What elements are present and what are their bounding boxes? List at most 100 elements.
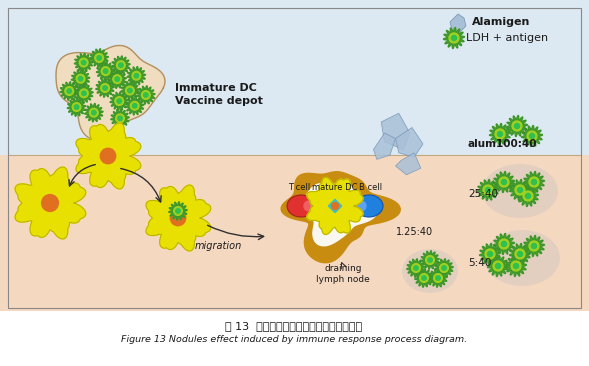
- Circle shape: [117, 99, 121, 103]
- Circle shape: [531, 179, 537, 184]
- Circle shape: [426, 256, 434, 264]
- Polygon shape: [328, 199, 342, 213]
- Circle shape: [72, 103, 81, 111]
- Circle shape: [97, 56, 101, 60]
- Circle shape: [493, 261, 503, 271]
- Text: lymph node: lymph node: [316, 275, 370, 284]
- Polygon shape: [444, 27, 465, 48]
- Circle shape: [511, 261, 521, 271]
- Circle shape: [101, 67, 110, 75]
- Circle shape: [74, 105, 79, 109]
- Polygon shape: [137, 86, 155, 104]
- Text: Vaccine depot: Vaccine depot: [175, 96, 263, 106]
- Circle shape: [304, 201, 314, 211]
- Circle shape: [529, 241, 539, 251]
- Polygon shape: [494, 172, 514, 193]
- Text: 图 13  结节效应诱发免疫应答过程示意图。: 图 13 结节效应诱发免疫应答过程示意图。: [226, 321, 363, 331]
- Polygon shape: [127, 67, 145, 85]
- Circle shape: [419, 274, 428, 282]
- Circle shape: [356, 201, 366, 211]
- Polygon shape: [76, 123, 141, 189]
- Ellipse shape: [402, 249, 458, 293]
- Circle shape: [499, 177, 509, 187]
- Circle shape: [132, 71, 141, 80]
- Polygon shape: [56, 45, 165, 140]
- Circle shape: [170, 210, 186, 226]
- Polygon shape: [111, 109, 129, 127]
- Polygon shape: [110, 92, 128, 110]
- Circle shape: [144, 93, 148, 97]
- Ellipse shape: [355, 195, 383, 217]
- Circle shape: [428, 258, 432, 262]
- Polygon shape: [479, 243, 501, 265]
- Polygon shape: [435, 259, 453, 277]
- Polygon shape: [478, 179, 498, 201]
- Circle shape: [82, 91, 86, 96]
- Circle shape: [81, 60, 86, 65]
- Circle shape: [118, 63, 123, 67]
- Polygon shape: [75, 84, 93, 102]
- Circle shape: [485, 187, 491, 193]
- Circle shape: [76, 74, 85, 83]
- Polygon shape: [518, 186, 538, 206]
- Circle shape: [501, 179, 507, 184]
- Polygon shape: [146, 185, 211, 251]
- Circle shape: [176, 209, 180, 213]
- Circle shape: [451, 36, 456, 41]
- Polygon shape: [67, 98, 86, 116]
- Polygon shape: [169, 202, 187, 220]
- Polygon shape: [96, 79, 114, 97]
- Circle shape: [67, 89, 71, 93]
- Circle shape: [134, 74, 138, 78]
- Polygon shape: [415, 269, 433, 287]
- Circle shape: [115, 114, 124, 123]
- Polygon shape: [429, 269, 447, 287]
- Circle shape: [113, 75, 121, 83]
- Circle shape: [485, 249, 495, 259]
- Polygon shape: [108, 70, 127, 88]
- Circle shape: [525, 194, 531, 199]
- Circle shape: [436, 276, 440, 280]
- Circle shape: [514, 264, 518, 269]
- Polygon shape: [121, 81, 139, 100]
- Circle shape: [118, 116, 123, 120]
- Circle shape: [103, 86, 107, 90]
- Text: Immature DC: Immature DC: [175, 83, 257, 93]
- Text: 5:40: 5:40: [468, 258, 491, 268]
- Polygon shape: [112, 56, 130, 74]
- Polygon shape: [395, 153, 421, 175]
- Circle shape: [531, 243, 537, 249]
- Circle shape: [133, 104, 137, 108]
- Polygon shape: [74, 53, 93, 72]
- Text: draining: draining: [325, 264, 362, 273]
- Ellipse shape: [484, 230, 560, 286]
- Text: migration: migration: [194, 241, 241, 251]
- Circle shape: [95, 53, 104, 62]
- Polygon shape: [524, 172, 544, 193]
- Ellipse shape: [482, 164, 558, 218]
- Circle shape: [529, 177, 539, 187]
- Circle shape: [501, 242, 507, 247]
- Circle shape: [117, 61, 125, 70]
- Text: LDH + antigen: LDH + antigen: [466, 33, 548, 43]
- Text: mature DC: mature DC: [312, 183, 358, 192]
- Polygon shape: [521, 126, 542, 146]
- Circle shape: [449, 33, 459, 43]
- Polygon shape: [509, 179, 531, 201]
- Circle shape: [518, 251, 522, 257]
- Polygon shape: [15, 167, 86, 239]
- Circle shape: [90, 108, 98, 117]
- Polygon shape: [373, 133, 395, 160]
- Text: alum100:40: alum100:40: [468, 139, 538, 149]
- Circle shape: [523, 191, 533, 201]
- Circle shape: [332, 202, 339, 209]
- Circle shape: [80, 89, 88, 98]
- Circle shape: [515, 185, 525, 195]
- Polygon shape: [421, 251, 439, 269]
- Circle shape: [488, 251, 492, 257]
- Circle shape: [514, 123, 519, 128]
- Circle shape: [422, 276, 426, 280]
- Polygon shape: [395, 127, 423, 157]
- Circle shape: [512, 121, 522, 131]
- Text: 1.25:40: 1.25:40: [396, 227, 433, 237]
